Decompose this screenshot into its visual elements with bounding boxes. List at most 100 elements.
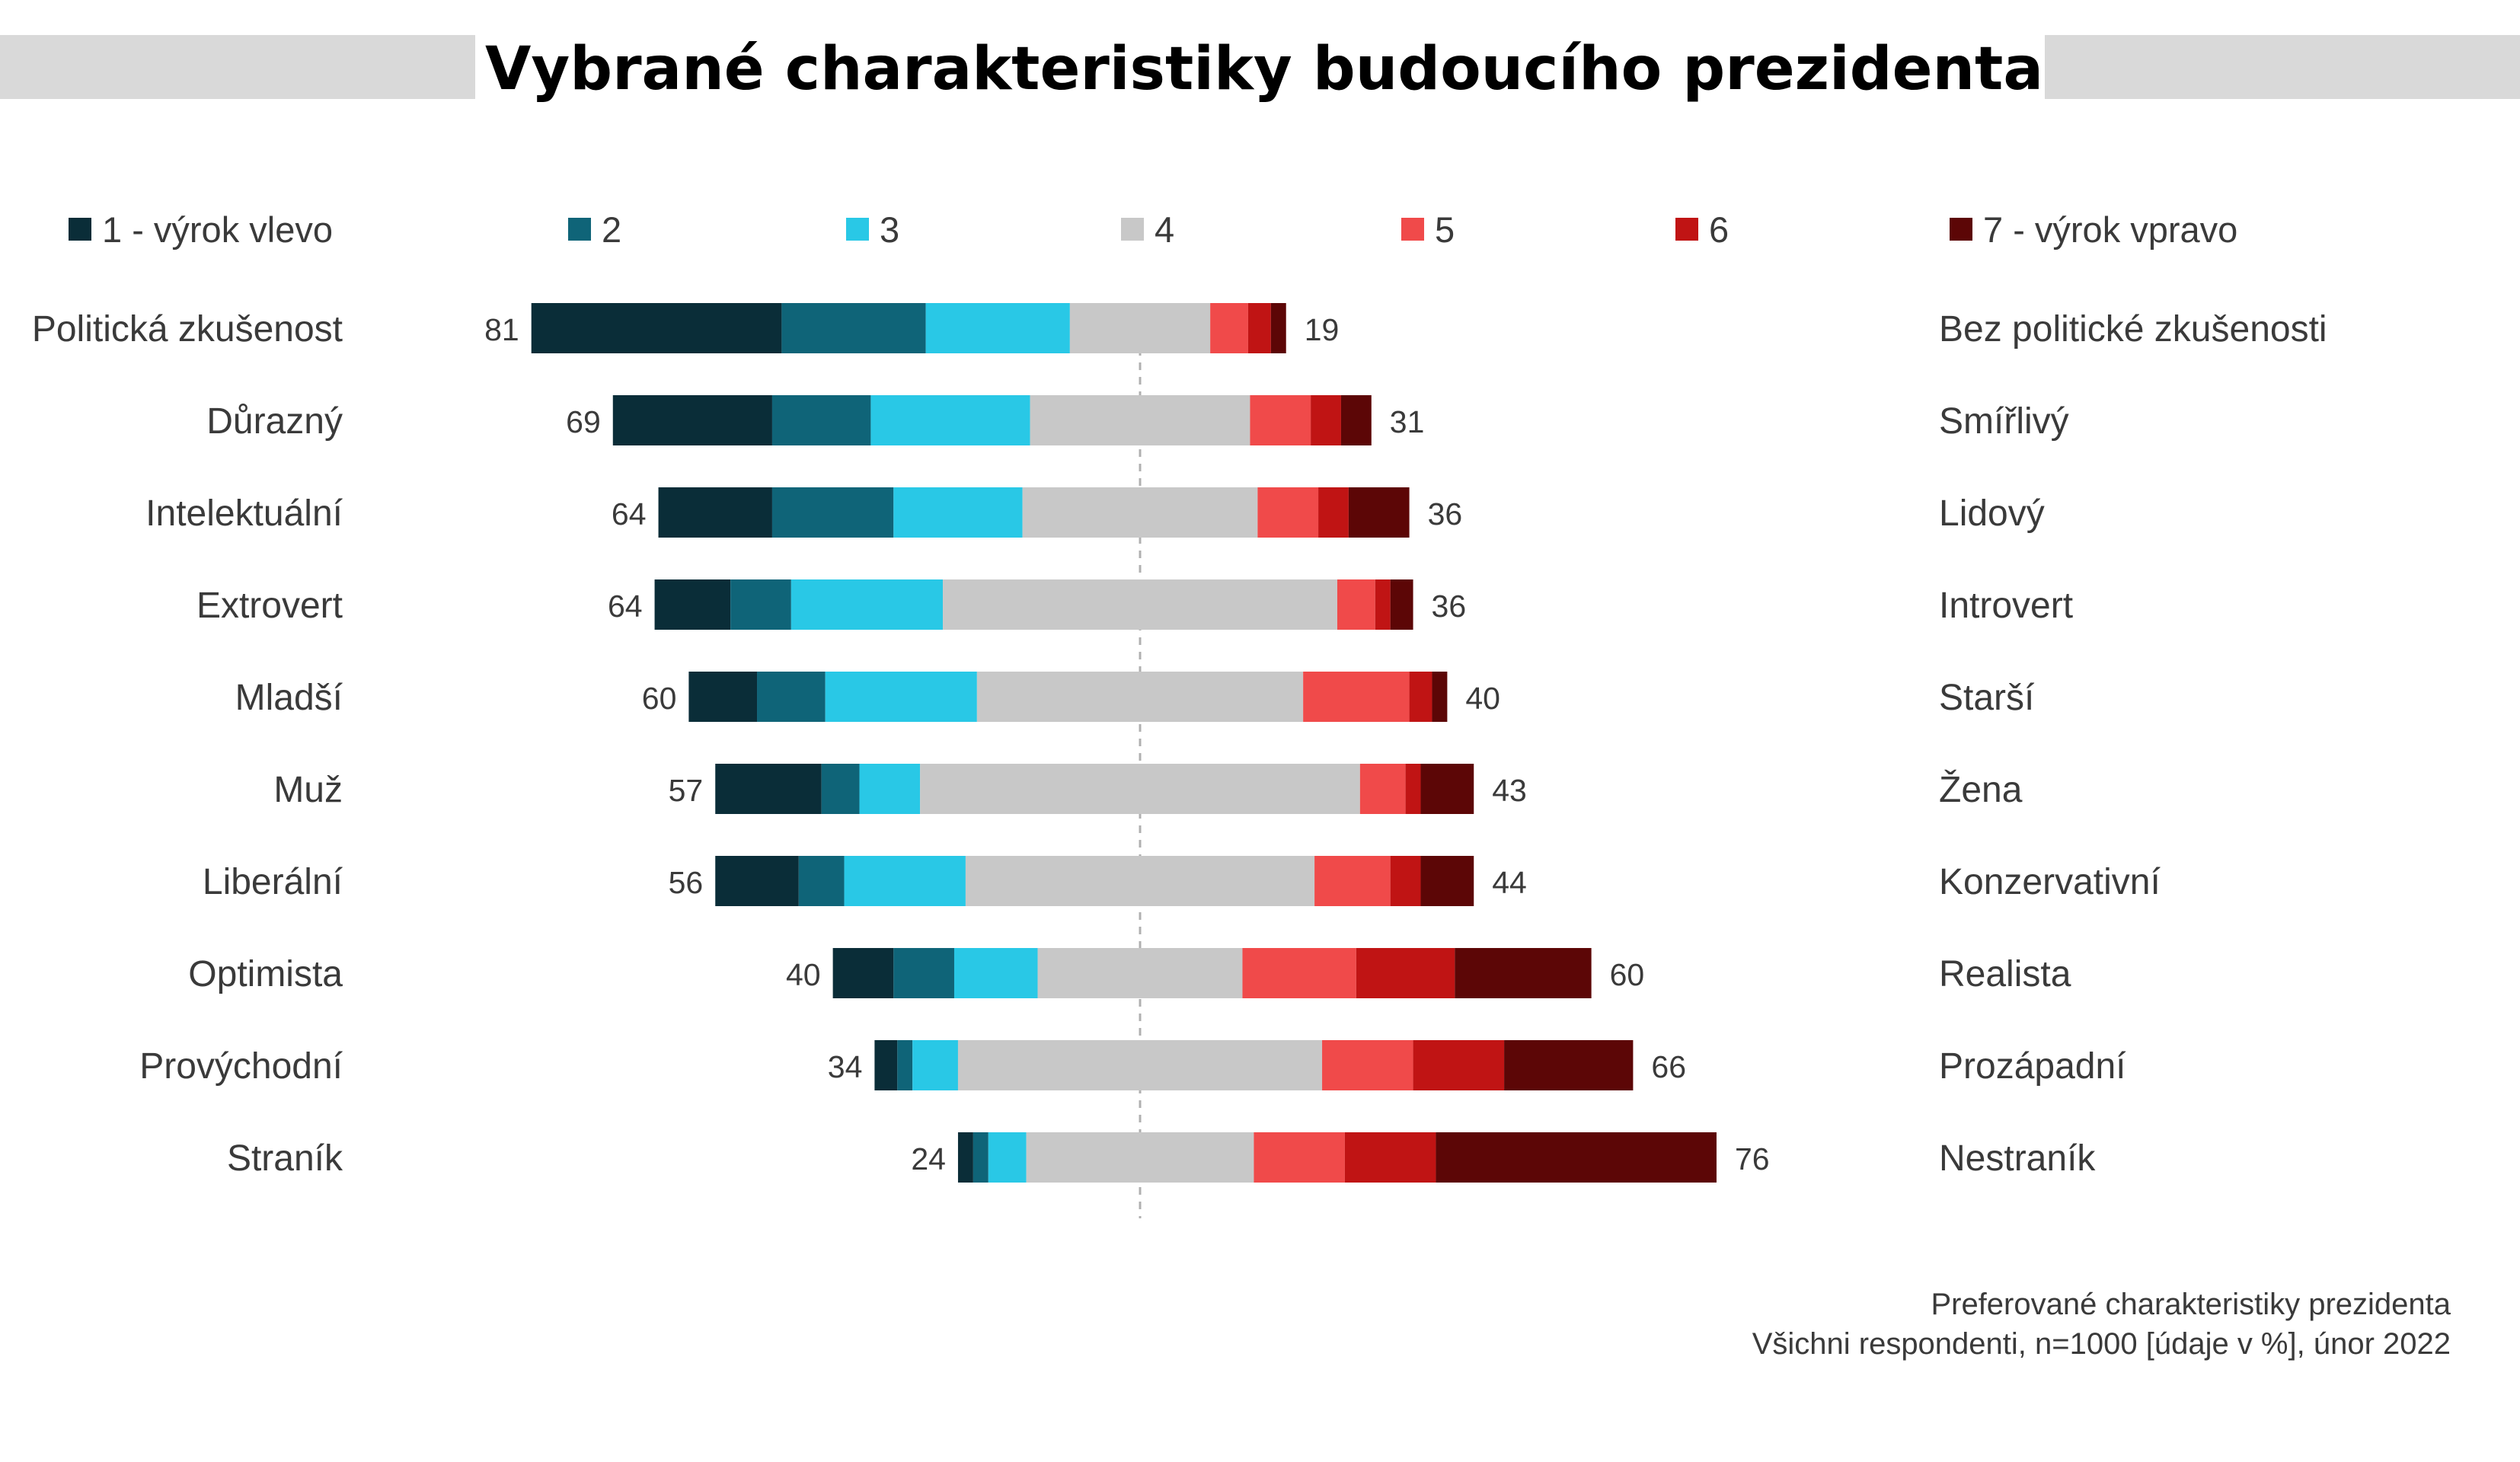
bar-segment-9-7	[1504, 1040, 1634, 1090]
bar-segment-2-4	[1030, 395, 1250, 445]
bar-segment-1-4	[1069, 303, 1211, 353]
bar-segment-9-3	[912, 1040, 958, 1090]
left-label-5: Mladší	[235, 678, 343, 718]
bar-segment-8-5	[1242, 948, 1356, 998]
right-total-1: 19	[1305, 312, 1340, 347]
bar-segment-1-3	[925, 303, 1070, 353]
right-label-7: Konzervativní	[1939, 862, 2161, 902]
bar-segment-5-2	[757, 672, 826, 722]
legend-label-7: 7 - výrok vpravo	[1983, 209, 2237, 250]
bar-row-7: 56 44 Liberální Konzervativní	[203, 856, 2161, 906]
bar-segment-7-5	[1314, 856, 1391, 906]
bar-segment-1-6	[1247, 303, 1271, 353]
bar-row-6: 57 43 Muž Žena	[273, 764, 2023, 814]
left-total-9: 34	[828, 1049, 863, 1084]
legend-label-6: 6	[1709, 209, 1729, 250]
source-note-line-1: Preferované charakteristiky prezidenta	[1931, 1288, 2451, 1321]
left-label-9: Provýchodní	[139, 1046, 343, 1087]
bar-segment-4-6	[1375, 579, 1391, 630]
bar-segment-6-7	[1420, 764, 1474, 814]
left-label-7: Liberální	[203, 862, 343, 902]
chart-title: Vybrané charakteristiky budoucího prezid…	[485, 35, 2043, 104]
bar-segment-5-4	[976, 672, 1304, 722]
bar-segment-3-5	[1257, 487, 1319, 538]
bar-segment-6-4	[920, 764, 1360, 814]
bar-segment-6-5	[1359, 764, 1406, 814]
left-label-8: Optimista	[188, 954, 343, 994]
bar-segment-4-1	[654, 579, 731, 630]
left-total-1: 81	[484, 312, 519, 347]
right-label-10: Nestraník	[1939, 1138, 2096, 1179]
bar-segment-10-7	[1436, 1132, 1717, 1183]
bar-segment-2-6	[1311, 395, 1341, 445]
right-total-3: 36	[1428, 496, 1463, 531]
legend-label-4: 4	[1155, 209, 1174, 250]
right-label-8: Realista	[1939, 954, 2071, 994]
bar-segment-2-2	[771, 395, 871, 445]
right-total-8: 60	[1610, 957, 1645, 992]
legend-label-3: 3	[880, 209, 899, 250]
right-total-2: 31	[1390, 404, 1425, 439]
bar-segment-8-1	[832, 948, 894, 998]
bar-segment-4-7	[1390, 579, 1413, 630]
bar-segment-3-3	[893, 487, 1023, 538]
right-total-4: 36	[1432, 589, 1467, 624]
bar-segment-4-3	[790, 579, 944, 630]
right-total-5: 40	[1465, 681, 1500, 716]
bar-segment-7-6	[1390, 856, 1421, 906]
bar-segment-7-1	[715, 856, 799, 906]
left-label-1: Politická zkušenost	[32, 309, 343, 350]
right-label-4: Introvert	[1939, 586, 2073, 626]
bar-segment-6-1	[715, 764, 822, 814]
bar-segment-3-4	[1022, 487, 1258, 538]
left-label-3: Intelektuální	[145, 493, 343, 534]
right-label-1: Bez politické zkušenosti	[1939, 309, 2327, 350]
bar-rows: 81 19 Politická zkušenost Bez politické zku…	[32, 303, 2327, 1183]
bar-segment-10-6	[1344, 1132, 1436, 1183]
left-total-3: 64	[612, 496, 647, 531]
legend-swatch-3	[846, 218, 869, 241]
bar-segment-1-5	[1210, 303, 1248, 353]
bar-segment-8-2	[893, 948, 954, 998]
bar-segment-2-3	[870, 395, 1030, 445]
bar-segment-10-1	[957, 1132, 973, 1183]
bar-segment-1-1	[531, 303, 782, 353]
bar-segment-7-3	[844, 856, 966, 906]
legend-swatch-1	[69, 218, 91, 241]
right-label-9: Prozápadní	[1939, 1046, 2126, 1087]
left-label-4: Extrovert	[196, 586, 343, 626]
bar-segment-6-6	[1405, 764, 1421, 814]
right-label-6: Žena	[1939, 770, 2023, 810]
bar-segment-6-2	[821, 764, 860, 814]
bar-segment-9-4	[957, 1040, 1323, 1090]
bar-segment-2-7	[1340, 395, 1372, 445]
bar-row-9: 34 66 Provýchodní Prozápadní	[139, 1040, 2126, 1090]
bar-row-10: 24 76 Straník Nestraník	[227, 1132, 2096, 1183]
bar-segment-4-5	[1337, 579, 1375, 630]
legend-swatch-4	[1121, 218, 1144, 241]
bar-segment-3-1	[658, 487, 772, 538]
bar-segment-3-6	[1318, 487, 1349, 538]
left-total-10: 24	[911, 1141, 946, 1176]
bar-row-2: 69 31 Důrazný Smířlivý	[206, 395, 2069, 445]
bar-segment-4-2	[730, 579, 791, 630]
legend-label-1: 1 - výrok vlevo	[102, 209, 333, 250]
bar-segment-5-6	[1409, 672, 1432, 722]
bar-segment-7-7	[1420, 856, 1474, 906]
right-total-7: 44	[1492, 865, 1527, 900]
bar-segment-7-4	[965, 856, 1315, 906]
title-band-right	[2045, 35, 2520, 99]
right-total-6: 43	[1492, 773, 1527, 808]
bar-segment-2-1	[612, 395, 772, 445]
legend-swatch-7	[1950, 218, 1972, 241]
bar-segment-1-2	[781, 303, 926, 353]
bar-segment-8-4	[1037, 948, 1243, 998]
bar-segment-9-5	[1322, 1040, 1413, 1090]
bar-segment-9-1	[874, 1040, 898, 1090]
bar-segment-8-3	[953, 948, 1038, 998]
left-total-7: 56	[669, 865, 704, 900]
bar-row-3: 64 36 Intelektuální Lidový	[145, 487, 2045, 538]
legend-label-5: 5	[1435, 209, 1455, 250]
bar-segment-6-3	[859, 764, 921, 814]
